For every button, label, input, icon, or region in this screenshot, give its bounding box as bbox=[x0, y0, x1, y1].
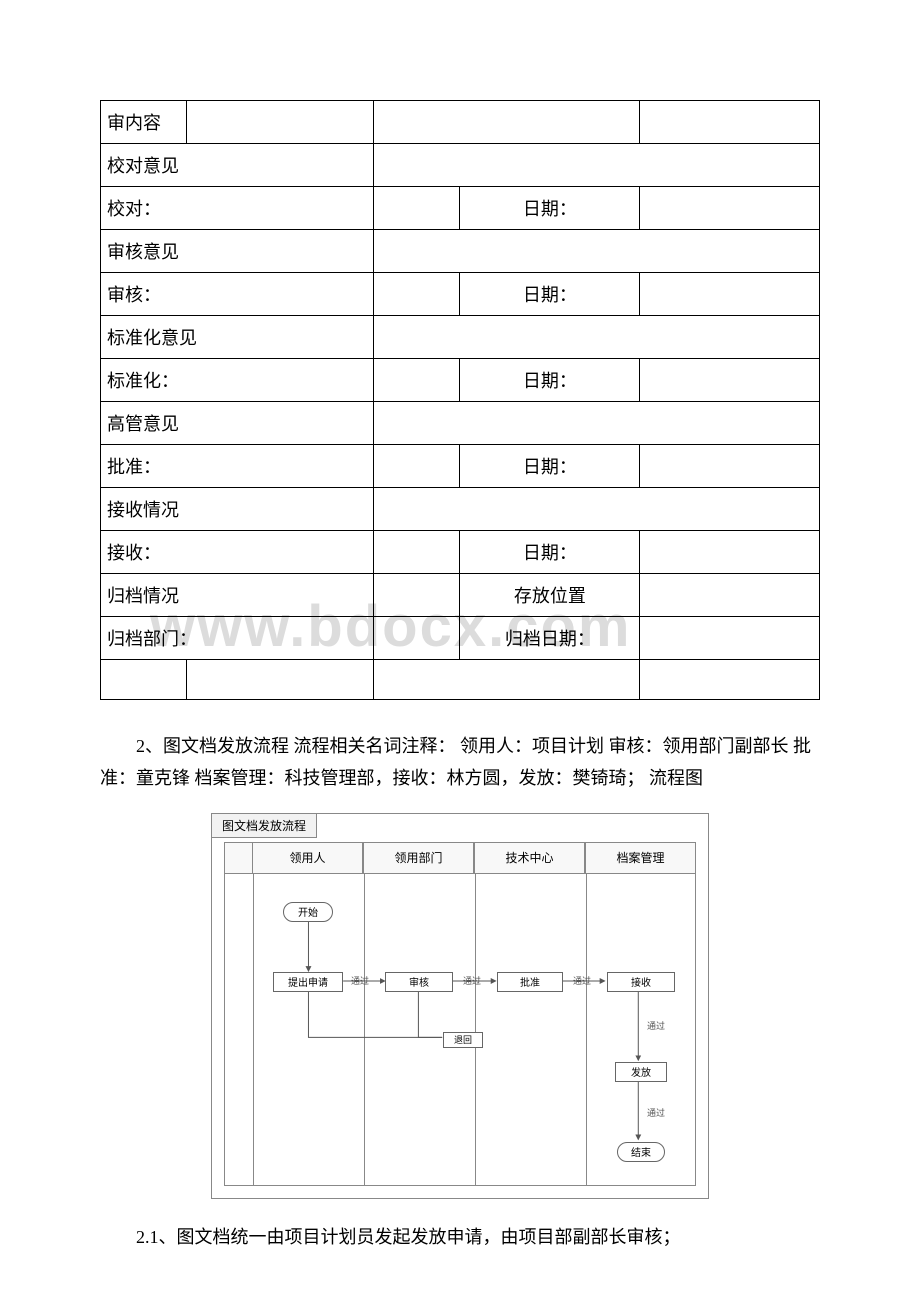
cell bbox=[640, 574, 820, 617]
cell-label: 归档日期： bbox=[460, 617, 640, 660]
cell bbox=[640, 359, 820, 402]
table-row: 标准化意见 bbox=[101, 316, 820, 359]
cell-label: 日期： bbox=[460, 445, 640, 488]
node-apply: 提出申请 bbox=[273, 972, 343, 992]
node-issue: 发放 bbox=[615, 1062, 667, 1082]
cell-label: 校对： bbox=[101, 187, 374, 230]
lane-header: 领用部门 bbox=[363, 842, 474, 874]
cell-label: 校对意见 bbox=[101, 144, 374, 187]
flowchart-lanes: 领用人 领用部门 技术中心 档案管理 bbox=[224, 842, 696, 874]
node-end: 结束 bbox=[617, 1142, 665, 1162]
flowchart-container: 图文档发放流程 领用人 领用部门 技术中心 档案管理 bbox=[100, 813, 820, 1199]
cell-label: 标准化意见 bbox=[101, 316, 374, 359]
node-return: 退回 bbox=[443, 1032, 483, 1048]
edge-label: 通过 bbox=[463, 974, 481, 987]
cell-label: 日期： bbox=[460, 359, 640, 402]
node-receive: 接收 bbox=[607, 972, 675, 992]
cell bbox=[374, 445, 460, 488]
table-row: 审内容 bbox=[101, 101, 820, 144]
cell bbox=[374, 144, 820, 187]
table-row: 批准： 日期： bbox=[101, 445, 820, 488]
table-row: 标准化： 日期： bbox=[101, 359, 820, 402]
cell bbox=[101, 660, 187, 700]
lane-header: 档案管理 bbox=[585, 842, 696, 874]
table-row: 审核意见 bbox=[101, 230, 820, 273]
table-row: 归档情况 存放位置 bbox=[101, 574, 820, 617]
cell bbox=[374, 617, 460, 660]
cell-label: 日期： bbox=[460, 531, 640, 574]
cell bbox=[640, 660, 820, 700]
paragraph-2: 2.1、图文档统一由项目计划员发起发放申请，由项目部副部长审核； bbox=[100, 1221, 820, 1253]
cell bbox=[374, 531, 460, 574]
cell bbox=[374, 273, 460, 316]
node-review: 审核 bbox=[385, 972, 453, 992]
table-row: 审核： 日期： bbox=[101, 273, 820, 316]
cell-label: 高管意见 bbox=[101, 402, 374, 445]
table-row: 校对意见 bbox=[101, 144, 820, 187]
cell bbox=[640, 101, 820, 144]
cell-label: 标准化： bbox=[101, 359, 374, 402]
lane-spacer bbox=[224, 842, 252, 874]
cell-label: 批准： bbox=[101, 445, 374, 488]
cell bbox=[374, 402, 820, 445]
cell-label: 审核： bbox=[101, 273, 374, 316]
cell bbox=[640, 445, 820, 488]
table-row: 校对： 日期： bbox=[101, 187, 820, 230]
cell bbox=[374, 359, 460, 402]
cell-label: 日期： bbox=[460, 187, 640, 230]
cell bbox=[374, 660, 640, 700]
cell-label: 存放位置 bbox=[460, 574, 640, 617]
lane-header: 领用人 bbox=[252, 842, 363, 874]
cell bbox=[187, 101, 374, 144]
cell bbox=[640, 187, 820, 230]
cell bbox=[374, 574, 460, 617]
table-row: 高管意见 bbox=[101, 402, 820, 445]
cell-label: 接收情况 bbox=[101, 488, 374, 531]
flowchart: 图文档发放流程 领用人 领用部门 技术中心 档案管理 bbox=[211, 813, 709, 1199]
cell bbox=[374, 316, 820, 359]
edge-label: 通过 bbox=[573, 974, 591, 987]
edge-label: 通过 bbox=[647, 1019, 665, 1032]
node-start: 开始 bbox=[283, 902, 333, 922]
lane-header: 技术中心 bbox=[474, 842, 585, 874]
cell bbox=[374, 187, 460, 230]
review-table: 审内容 校对意见 校对： 日期： 审核意见 审核： 日期： 标准化意见 bbox=[100, 100, 820, 700]
edge-label: 通过 bbox=[351, 974, 369, 987]
flowchart-body: 开始 提出申请 审核 批准 接收 退回 发放 结束 通过 通过 通过 通过 通过 bbox=[224, 874, 696, 1186]
cell bbox=[640, 617, 820, 660]
cell bbox=[374, 488, 820, 531]
document-page: 审内容 校对意见 校对： 日期： 审核意见 审核： 日期： 标准化意见 bbox=[0, 0, 920, 1253]
edge-label: 通过 bbox=[647, 1106, 665, 1119]
cell-label: 归档部门： bbox=[101, 617, 374, 660]
cell bbox=[374, 101, 640, 144]
cell-label: 审内容 bbox=[101, 101, 187, 144]
flowchart-title: 图文档发放流程 bbox=[212, 814, 317, 838]
cell bbox=[640, 531, 820, 574]
table-row: 接收情况 bbox=[101, 488, 820, 531]
cell bbox=[640, 273, 820, 316]
paragraph-1: 2、图文档发放流程 流程相关名词注释： 领用人：项目计划 审核：领用部门副部长 … bbox=[100, 730, 820, 795]
cell-label: 日期： bbox=[460, 273, 640, 316]
table-row: 接收： 日期： bbox=[101, 531, 820, 574]
cell-label: 归档情况 bbox=[101, 574, 374, 617]
table-row bbox=[101, 660, 820, 700]
cell bbox=[374, 230, 820, 273]
cell-label: 接收： bbox=[101, 531, 374, 574]
table-row: 归档部门： 归档日期： bbox=[101, 617, 820, 660]
cell-label: 审核意见 bbox=[101, 230, 374, 273]
node-approve: 批准 bbox=[497, 972, 563, 992]
cell bbox=[187, 660, 374, 700]
